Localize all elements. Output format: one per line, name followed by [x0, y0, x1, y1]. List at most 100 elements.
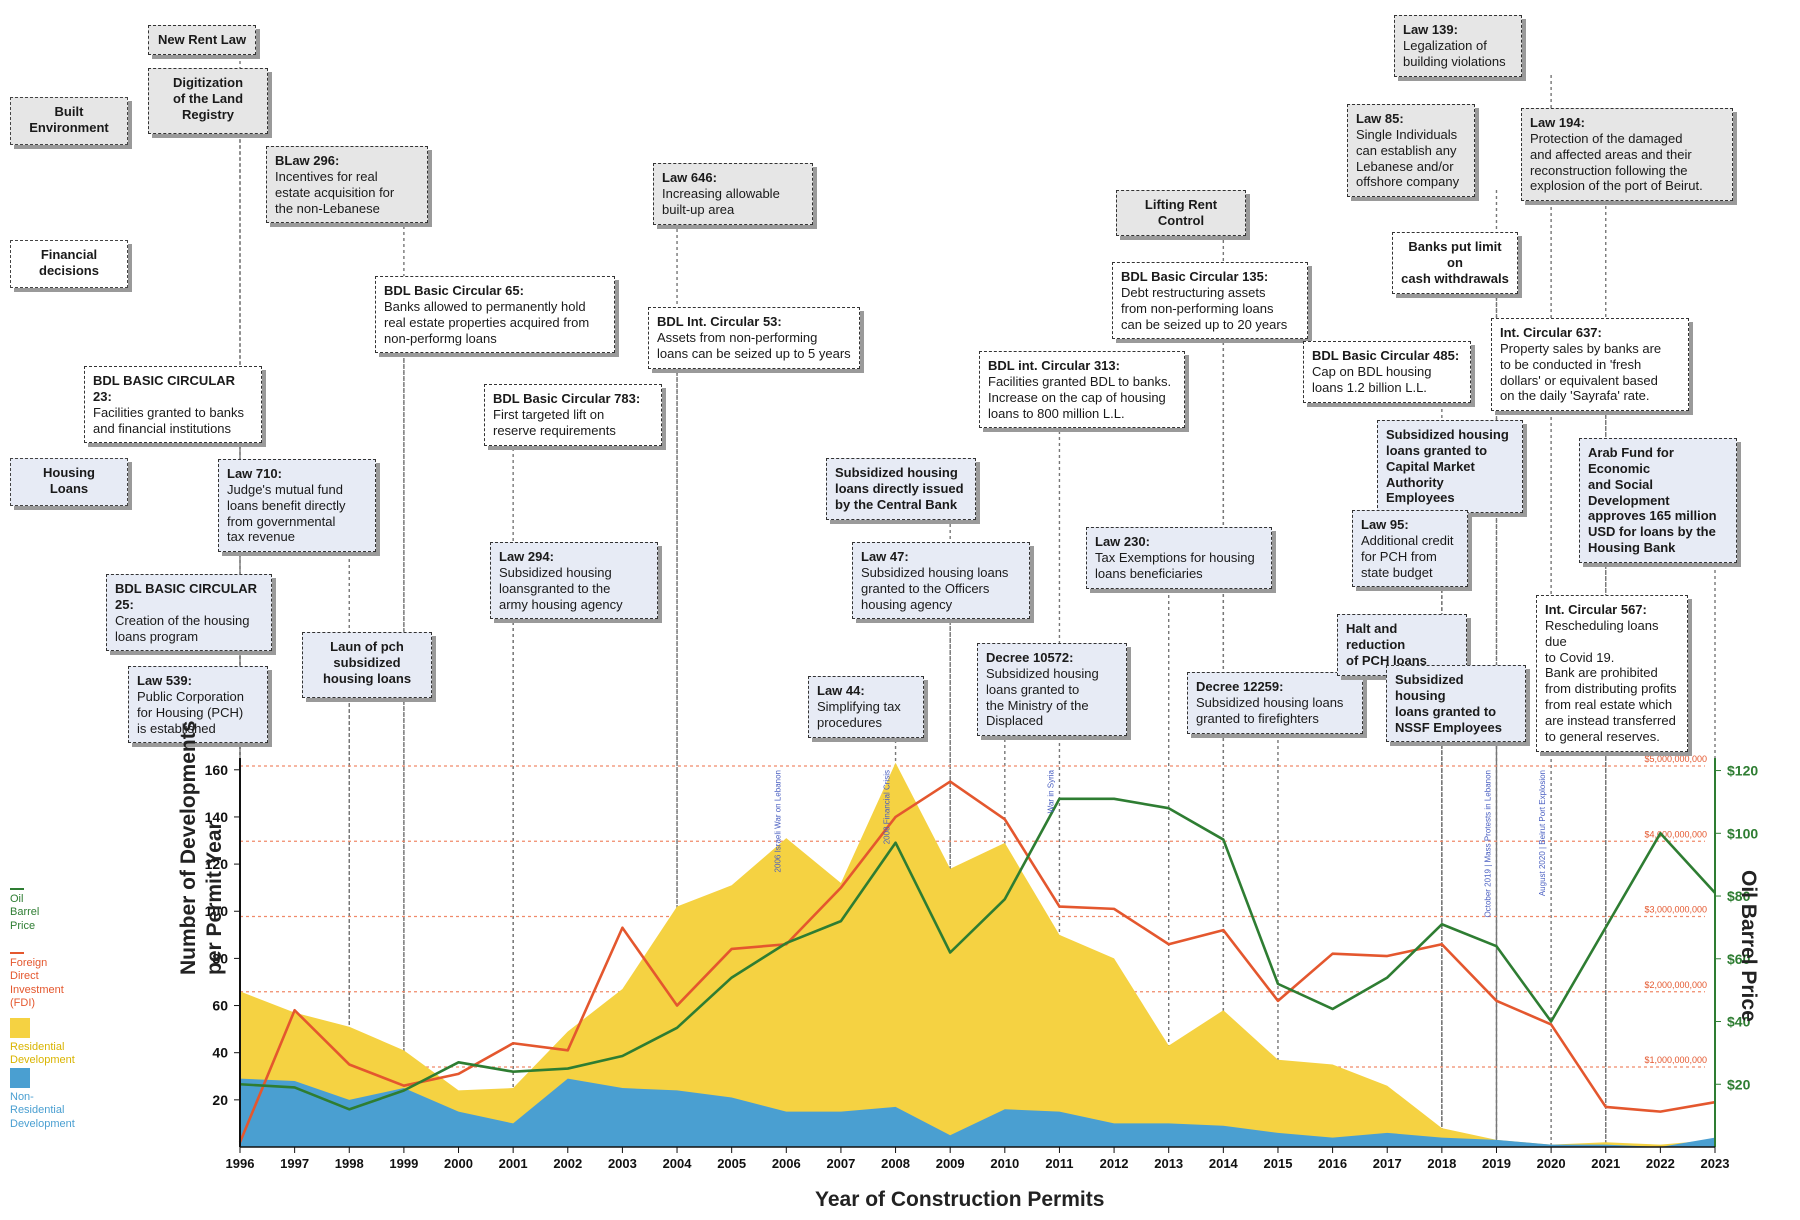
event-box-e26: BDL Basic Circular 485: Cap on BDL housin… [1303, 341, 1471, 403]
event-description: Facilities granted BDL to banks. Increas… [988, 373, 1172, 421]
event-description: Simplifying tax procedures [817, 698, 901, 730]
y-tick-label: 60 [212, 998, 228, 1014]
event-title: Subsidized housing loans directly issued… [835, 465, 964, 512]
event-title: Law 139: [1403, 22, 1458, 37]
x-tick-label: 2012 [1100, 1156, 1129, 1171]
x-tick-label: 2014 [1209, 1156, 1239, 1171]
event-box-e24: Law 85: Single Individuals can establish … [1347, 104, 1475, 198]
event-description: Rescheduling loans due to Covid 19. Bank… [1545, 617, 1677, 744]
fdi-tick-label: $2,000,000,000 [1644, 980, 1707, 990]
event-title: BLaw 296: [275, 153, 340, 168]
y2-axis-title-text: Oil Barrel Price [1737, 870, 1760, 1022]
x-tick-label: 1997 [280, 1156, 309, 1171]
event-title: Law 95: [1361, 517, 1409, 532]
event-description: Single Individuals can establish any Leb… [1356, 126, 1460, 190]
y2-tick-label: $120 [1727, 763, 1758, 779]
event-title: BDL BASIC CIRCULAR 25: [115, 581, 258, 612]
event-title: Law 194: [1530, 115, 1585, 130]
event-description: Legalization of building violations [1403, 37, 1506, 69]
event-title: BDL Basic Circular 783: [493, 391, 641, 406]
y-tick-label: 120 [205, 856, 229, 872]
event-box-e5: BDL BASIC CIRCULAR 23: Facilities granted… [84, 366, 262, 444]
area-residential-development [240, 762, 1715, 1147]
line-oil-barrel-price [239, 797, 1716, 1111]
event-box-e16: Law 44: Simplifying tax procedures [808, 676, 924, 738]
event-box-e22: Decree 12259: Subsidized housing loans gr… [1187, 672, 1363, 734]
x-tick-label: 1998 [335, 1156, 364, 1171]
event-description: Subsidized housing loans granted to fire… [1196, 694, 1344, 726]
x-tick-label: 2015 [1264, 1156, 1293, 1171]
event-box-e18: Decree 10572: Subsidized housing loans gr… [977, 643, 1127, 737]
category-box: Built Environment [10, 97, 128, 145]
event-description: Subsidized housing loans granted to the … [986, 665, 1099, 729]
event-title: Law 710: [227, 466, 282, 481]
event-annotation: 2006 Israeli War on Lebanon [773, 770, 782, 872]
y-tick-label: 40 [212, 1045, 228, 1061]
event-box-e17: BDL int. Circular 313: Facilities granted… [979, 351, 1185, 429]
event-description: Property sales by banks are to be conduc… [1500, 340, 1662, 404]
event-description: Subsidized housing loansgranted to the a… [499, 564, 623, 612]
x-tick-label: 2003 [608, 1156, 637, 1171]
event-box-e8: Law 539: Public Corporation for Housing (… [128, 666, 268, 744]
x-tick-label: 2010 [990, 1156, 1019, 1171]
event-box-e13: Law 294: Subsidized housing loansgranted … [490, 542, 658, 620]
event-box-e19: Lifting Rent Control [1116, 190, 1246, 236]
event-box-e15: Law 47: Subsidized housing loans granted … [852, 542, 1030, 620]
event-annotation: October 2019 | Mass Protests in Lebanon [1483, 770, 1492, 918]
event-description: First targeted lift on reserve requireme… [493, 406, 616, 438]
event-title: Banks put limit on cash withdrawals [1401, 239, 1509, 286]
event-description: Facilities granted to banks and financia… [93, 404, 245, 436]
line-foreign-direct-investment-fdi- [238, 780, 1716, 1143]
x-tick-label: 1999 [389, 1156, 418, 1171]
category-box: Financial decisions [10, 240, 128, 288]
x-tick-label: 2019 [1482, 1156, 1511, 1171]
x-tick-label: 2000 [444, 1156, 473, 1171]
event-annotation: 2008 Financial Crisis [883, 770, 892, 844]
event-title: Law 230: [1095, 534, 1150, 549]
x-axis-title: Year of Construction Permits [815, 1188, 1105, 1211]
x-tick-label: 2001 [499, 1156, 528, 1171]
event-title: BDL Basic Circular 65: [384, 283, 524, 298]
x-tick-label: 1996 [226, 1156, 255, 1171]
y-tick-label: 160 [205, 762, 229, 778]
event-title: Law 294: [499, 549, 554, 564]
fdi-tick-label: $5,000,000,000 [1644, 754, 1707, 764]
event-box-e21: Law 230: Tax Exemptions for housing loans… [1086, 527, 1272, 589]
event-annotations: 2006 Israeli War on Lebanon 2008 Financia… [773, 769, 1547, 917]
x-tick-label: 2005 [717, 1156, 746, 1171]
x-tick-label: 2022 [1646, 1156, 1675, 1171]
event-box-e33: Arab Fund for Economic and Social Develo… [1579, 438, 1737, 564]
x-tick-label: 2007 [826, 1156, 855, 1171]
y2-axis-title: Oil Barrel Price [1736, 870, 1760, 1022]
y2-tick-label: $80 [1727, 888, 1751, 904]
event-box-e28: Law 95: Additional credit for PCH from st… [1352, 510, 1468, 588]
y2-tick-label: $100 [1727, 825, 1758, 841]
legend-marker [10, 952, 24, 954]
event-annotation: War in Syria [1046, 769, 1055, 813]
event-title: New Rent Law [157, 32, 247, 47]
x-tick-label: 2002 [553, 1156, 582, 1171]
event-box-e30: Subsidized housing loans granted to NSSF… [1386, 665, 1526, 743]
event-description: Tax Exemptions for housing loans benefic… [1095, 549, 1255, 581]
category-box: Housing Loans [10, 458, 128, 506]
event-title: Lifting Rent Control [1144, 197, 1218, 228]
event-title: Laun of pch subsidized housing loans [322, 639, 412, 686]
event-description: Public Corporation for Housing (PCH) is … [137, 688, 244, 736]
x-tick-label: 2018 [1427, 1156, 1456, 1171]
event-box-e2: Digitization of the Land Registry [148, 68, 268, 134]
x-tick-label: 2023 [1701, 1156, 1730, 1171]
x-tick-label: 2008 [881, 1156, 910, 1171]
fdi-tick-label: $1,000,000,000 [1644, 1055, 1707, 1065]
event-description: Assets from non-performing loans can be … [657, 329, 851, 361]
legend-item: Residential Development [10, 1018, 75, 1068]
event-title: BDL Basic Circular 485: [1312, 348, 1460, 363]
x-tick-label: 2021 [1591, 1156, 1620, 1171]
event-box-e3: BLaw 296: Incentives for real estate acqu… [266, 146, 428, 224]
fdi-tick-label: $4,000,000,000 [1644, 829, 1707, 839]
event-box-e23: Law 139: Legalization of building violati… [1394, 15, 1522, 77]
event-title: Subsidized housing loans granted to Capi… [1386, 427, 1509, 506]
event-title: BDL BASIC CIRCULAR 23: [93, 373, 236, 404]
event-description: Debt restructuring assets from non-perfo… [1121, 284, 1288, 332]
x-tick-label: 2006 [772, 1156, 801, 1171]
event-box-e10: Law 646: Increasing allowable built-up ar… [653, 163, 813, 225]
